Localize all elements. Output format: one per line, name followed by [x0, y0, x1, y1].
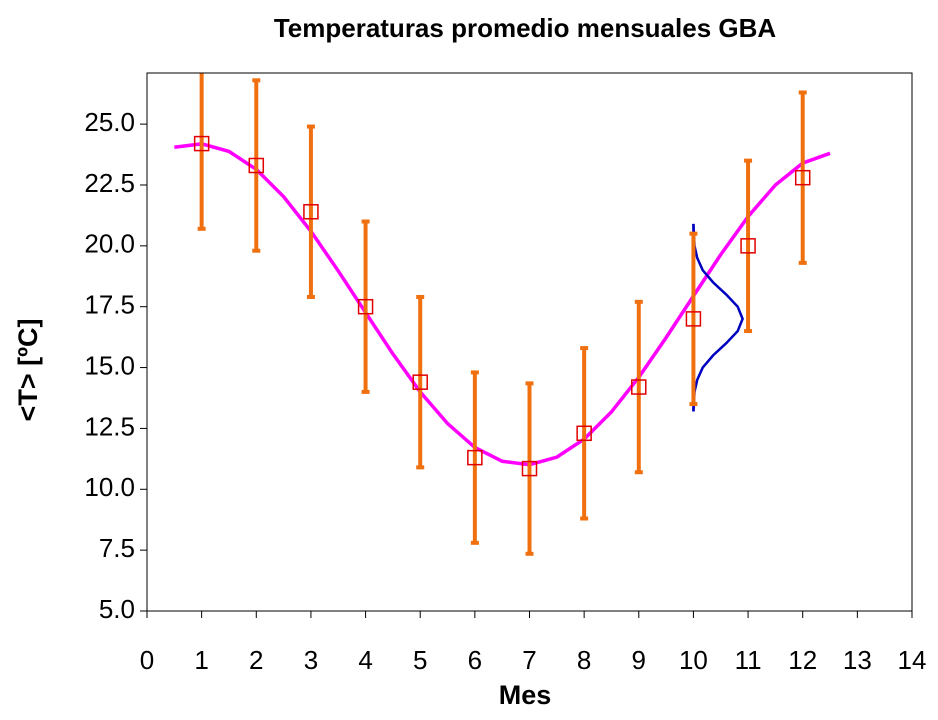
curve [692, 223, 744, 412]
y-tick-label: 20.0 [84, 229, 135, 259]
error-bar [689, 231, 698, 407]
chart-title: Temperaturas promedio mensuales GBA [274, 13, 777, 43]
x-tick-label: 4 [358, 645, 372, 675]
error-bar [416, 294, 425, 470]
error-bar [634, 299, 643, 475]
error-bar [744, 158, 753, 334]
y-tick-label: 5.0 [99, 594, 135, 624]
x-tick-label: 11 [735, 645, 762, 675]
error-bar [525, 381, 534, 556]
y-tick-label: 25.0 [84, 107, 135, 137]
curve [174, 142, 831, 467]
y-tick-label: 10.0 [84, 472, 135, 502]
x-tick-label: 5 [413, 645, 427, 675]
marker [631, 379, 647, 395]
x-tick-label: 12 [788, 645, 817, 675]
plot-area [174, 73, 831, 556]
x-tick-label: 2 [249, 645, 263, 675]
x-tick-label: 1 [194, 645, 208, 675]
x-tick-label: 3 [304, 645, 318, 675]
marker [740, 238, 756, 254]
x-tick-label: 7 [522, 645, 536, 675]
marker [685, 311, 702, 327]
marker [576, 425, 592, 442]
x-tick-label: 0 [140, 645, 154, 675]
marker [193, 135, 210, 152]
y-tick-label: 15.0 [84, 350, 135, 380]
marker [303, 204, 319, 220]
marker [248, 157, 265, 174]
marker [467, 449, 483, 466]
y-tick-label: 22.5 [84, 168, 135, 198]
error-bar [197, 73, 206, 231]
x-tick-label: 9 [632, 645, 646, 675]
x-tick-label: 10 [679, 645, 708, 675]
error-bar [252, 78, 261, 253]
x-tick-label: 13 [843, 645, 872, 675]
error-bar [361, 219, 370, 394]
x-tick-label: 6 [468, 645, 482, 675]
marker [412, 374, 428, 390]
y-tick-label: 17.5 [84, 290, 135, 320]
x-tick-label: 8 [577, 645, 591, 675]
x-axis-label: Mes [499, 680, 552, 710]
x-tick-label: 14 [898, 645, 927, 675]
marker [794, 169, 811, 186]
marker [521, 460, 538, 477]
y-tick-label: 12.5 [84, 411, 135, 441]
error-bar [470, 370, 479, 545]
error-bar [580, 346, 589, 521]
y-axis-label: <T> [ºC] [13, 319, 43, 422]
error-bar [306, 124, 315, 299]
y-tick-label: 7.5 [99, 533, 135, 563]
error-bar [798, 90, 807, 265]
marker [357, 298, 374, 315]
